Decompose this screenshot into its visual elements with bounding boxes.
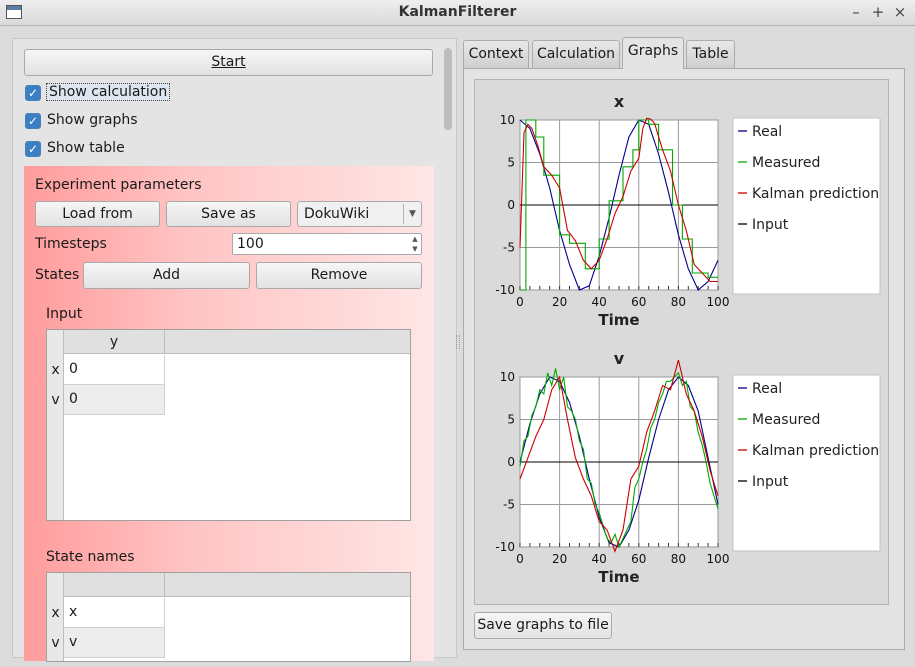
window-title: KalmanFilterer (398, 4, 517, 20)
chart-x-legend-item: Input (752, 217, 789, 233)
format-combobox-value: DokuWiki (304, 206, 370, 222)
minimize-icon[interactable]: – (852, 3, 860, 21)
chart-x-y-tick-label: -5 (503, 241, 515, 255)
input-table-header (47, 330, 410, 354)
chart-v-x-tick-label: 0 (516, 552, 524, 566)
chart-x-x-tick-label: 40 (592, 295, 607, 309)
splitter-handle[interactable] (456, 335, 460, 349)
state-name-cell-v[interactable]: v (64, 628, 165, 658)
format-combobox[interactable]: DokuWiki ▼ (297, 201, 422, 227)
chart-x: x 0 20 40 60 80 100 10 5 0 -5 -10 Time Real Measured Ka… (495, 92, 881, 329)
states-label: States (35, 267, 80, 283)
chart-v-legend-item: Real (752, 381, 782, 397)
chart-x-legend-item: Measured (752, 155, 820, 171)
chart-x-legend-item: Kalman prediction (752, 186, 879, 202)
chart-x-title: x (614, 92, 625, 111)
timesteps-label: Timesteps (35, 236, 107, 252)
chevron-down-icon[interactable]: ▼ (403, 204, 421, 224)
chart-v-title: v (614, 349, 625, 368)
input-cell-x[interactable]: 0 (64, 355, 165, 385)
title-bar: KalmanFilterer – + × (0, 0, 915, 26)
input-table-column-y[interactable]: y (64, 330, 165, 354)
chart-x-legend-item: Real (752, 124, 782, 140)
input-cell-v[interactable]: 0 (64, 385, 165, 415)
remove-state-button[interactable]: Remove (256, 262, 422, 289)
chart-v-x-tick-label: 20 (552, 552, 567, 566)
input-heading: Input (46, 306, 83, 322)
chart-x-y-tick-label: 10 (500, 113, 515, 127)
show-calculation-label[interactable]: Show calculation (45, 83, 171, 101)
tab-context[interactable]: Context (463, 40, 529, 68)
spin-down-icon[interactable]: ▼ (412, 245, 418, 253)
chart-v-series-kalman-prediction (519, 359, 719, 553)
chart-v-series-measured (519, 368, 719, 549)
chart-x-y-tick-label: -10 (495, 283, 515, 297)
spin-up-icon[interactable]: ▲ (412, 235, 418, 243)
chart-x-x-tick-label: 20 (552, 295, 567, 309)
load-from-button[interactable]: Load from (35, 201, 160, 227)
save-as-button[interactable]: Save as (166, 201, 291, 227)
state-names-table-header (47, 573, 410, 597)
chart-x-y-tick-label: 5 (507, 156, 515, 170)
show-graphs-label[interactable]: Show graphs (47, 112, 138, 128)
chart-v-x-axis-label: Time (598, 568, 639, 586)
chart-v-y-tick-label: -5 (503, 498, 515, 512)
input-table[interactable]: y x 0 v 0 (46, 329, 411, 521)
tab-calculation[interactable]: Calculation (532, 40, 620, 68)
chart-v-legend-item: Input (752, 474, 789, 490)
chart-x-series-kalman-prediction (519, 117, 718, 283)
chart-x-series-real (519, 119, 719, 291)
chart-v-x-tick-label: 100 (707, 552, 730, 566)
start-label: Start (211, 54, 246, 70)
chart-v-x-tick-label: 60 (631, 552, 646, 566)
state-name-cell-x[interactable]: x (64, 598, 165, 628)
chart-x-legend (732, 117, 881, 295)
app-window-icon (6, 5, 22, 19)
state-names-column-header[interactable] (64, 573, 165, 597)
scrollbar-handle[interactable] (444, 48, 452, 130)
chart-v: v 0 20 40 60 80 100 10 5 0 -5 -10 Time Real Measured Ka… (495, 349, 881, 586)
maximize-icon[interactable]: + (871, 3, 885, 21)
tab-table[interactable]: Table (686, 40, 735, 68)
chart-x-x-tick-label: 0 (516, 295, 524, 309)
state-names-row-header-x[interactable]: x (51, 605, 60, 621)
chart-x-x-tick-label: 80 (671, 295, 686, 309)
chart-v-x-tick-label: 80 (671, 552, 686, 566)
show-table-checkbox[interactable]: ✓ (25, 141, 41, 157)
chart-x-x-tick-label: 100 (707, 295, 730, 309)
state-names-heading: State names (46, 549, 135, 565)
start-button[interactable]: Start (24, 49, 433, 76)
state-names-row-headers (47, 573, 64, 661)
chart-v-y-tick-label: -10 (495, 540, 515, 554)
experiment-parameters-heading: Experiment parameters (35, 177, 202, 193)
state-names-row-header-v[interactable]: v (51, 635, 60, 651)
show-graphs-checkbox[interactable]: ✓ (25, 113, 41, 129)
chart-v-x-tick-label: 40 (592, 552, 607, 566)
chart-v-y-tick-label: 0 (507, 455, 515, 469)
input-row-header-v[interactable]: v (51, 392, 60, 408)
tab-graphs[interactable]: Graphs (622, 37, 684, 69)
show-table-label[interactable]: Show table (47, 140, 125, 156)
chart-x-x-tick-label: 60 (631, 295, 646, 309)
timesteps-spinbox[interactable]: 100 ▲ ▼ (232, 233, 422, 255)
state-names-table[interactable]: x x v v (46, 572, 411, 662)
close-icon[interactable]: × (893, 3, 907, 21)
chart-v-legend (732, 374, 881, 552)
input-table-row-headers (47, 330, 64, 520)
chart-x-y-tick-label: 0 (507, 198, 515, 212)
chart-x-x-axis-label: Time (598, 311, 639, 329)
chart-v-legend-item: Measured (752, 412, 820, 428)
save-graphs-button[interactable]: Save graphs to file (474, 612, 612, 639)
input-row-header-x[interactable]: x (51, 362, 60, 378)
chart-v-legend-item: Kalman prediction (752, 443, 879, 459)
timesteps-value: 100 (237, 236, 264, 252)
chart-v-y-tick-label: 10 (500, 370, 515, 384)
chart-v-y-tick-label: 5 (507, 413, 515, 427)
show-calculation-checkbox[interactable]: ✓ (25, 85, 41, 101)
add-state-button[interactable]: Add (83, 262, 250, 289)
chart-x-series-measured (520, 119, 718, 291)
